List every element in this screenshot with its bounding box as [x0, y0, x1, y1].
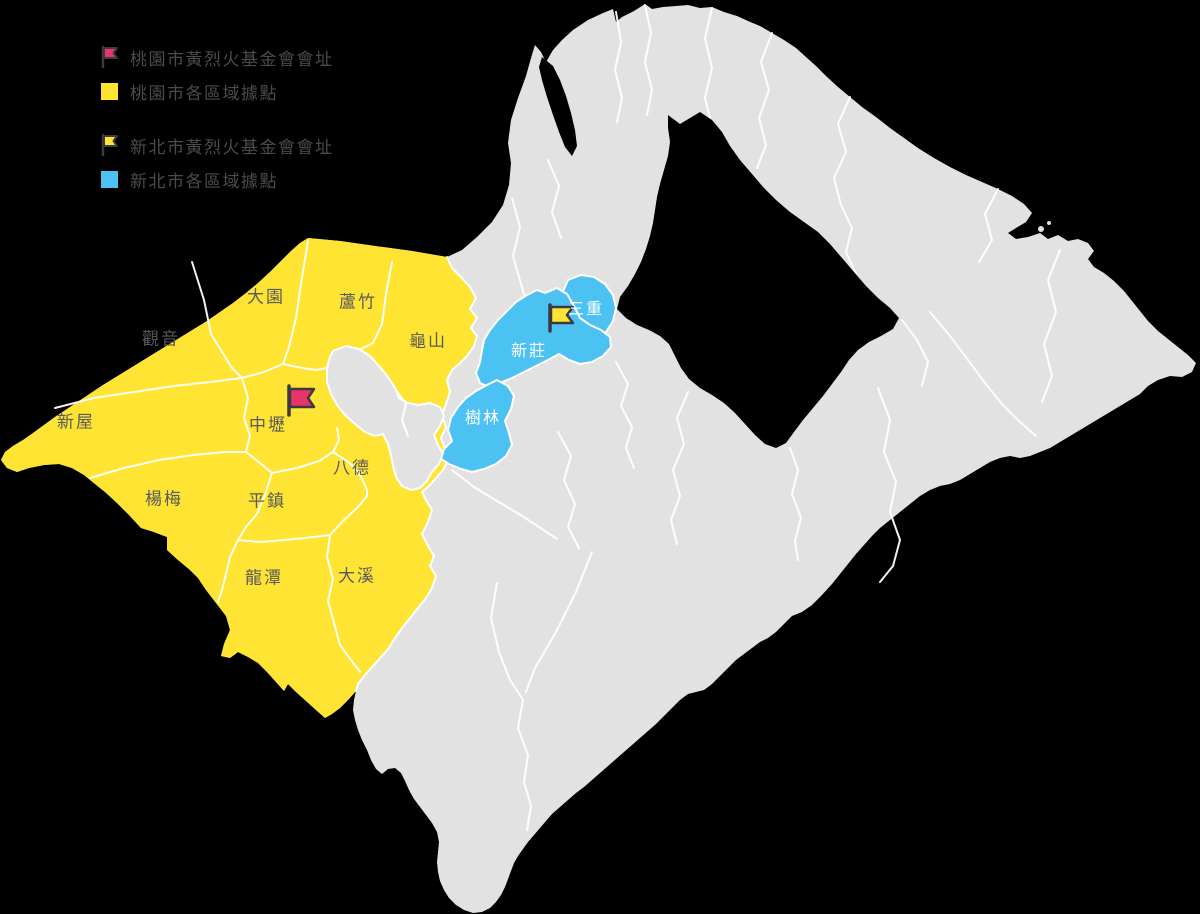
- islet-shape: [1038, 226, 1044, 232]
- legend-label: 新北市各區域據點: [130, 171, 278, 191]
- legend-item-taoyuan-hq: 桃園市黃烈火基金會會址: [100, 44, 334, 70]
- new-taipei-hq-flag-icon: [548, 303, 575, 333]
- flag-icon: [101, 133, 118, 157]
- district-shulin-shape: [440, 379, 515, 473]
- taipei-city-hole-shape: [617, 112, 899, 448]
- taoyuan-east-border: [355, 256, 478, 692]
- islet-shape: [1047, 221, 1051, 225]
- square-icon: [101, 83, 118, 100]
- enclave-inner-border: [395, 389, 409, 437]
- legend-label: 桃園市黃烈火基金會會址: [130, 49, 334, 69]
- flag-icon: [101, 45, 118, 69]
- taoyuan-district-borders: [54, 240, 393, 673]
- legend-item-taoyuan-districts: 桃園市各區域據點: [100, 78, 334, 104]
- district-xinzhuang-shape: [475, 287, 612, 388]
- legend-item-new-taipei-hq: 新北市黃烈火基金會會址: [100, 132, 334, 158]
- legend-label: 桃園市各區域據點: [130, 83, 278, 103]
- legend-label: 新北市黃烈火基金會會址: [130, 137, 334, 157]
- legend: 桃園市黃烈火基金會會址 桃園市各區域據點 新北市黃烈火基金會會址 新北市各區域據…: [100, 44, 334, 200]
- tamsui-river-shape: [539, 57, 577, 156]
- legend-item-new-taipei-districts: 新北市各區域據點: [100, 166, 334, 192]
- taoyuan-hq-flag-icon: [287, 384, 316, 417]
- square-icon: [101, 171, 118, 188]
- gray-district-borders: [451, 4, 1061, 831]
